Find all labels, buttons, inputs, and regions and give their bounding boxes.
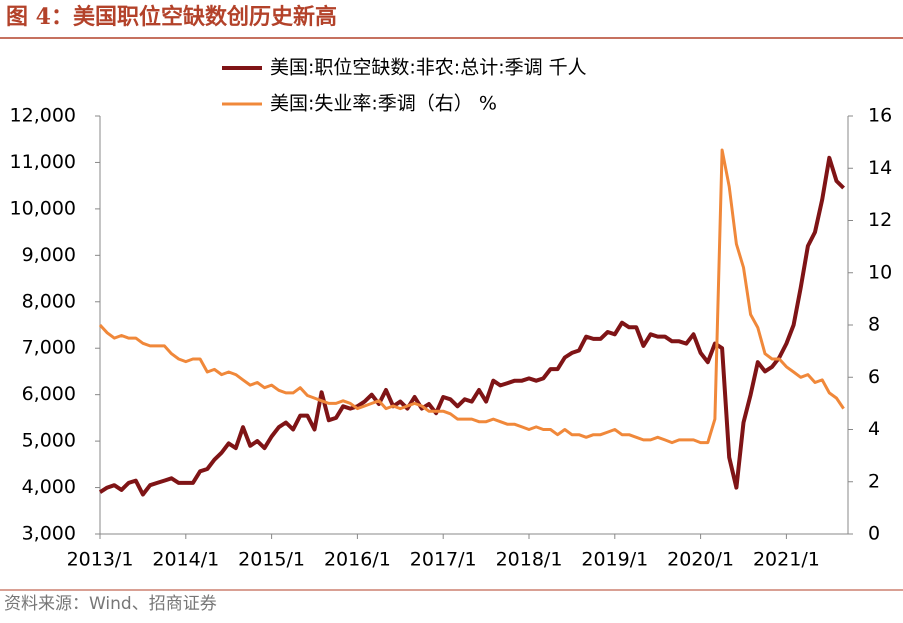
y-tick-label: 3,000 [22, 523, 76, 545]
legend-label: 美国:失业率:季调（右） % [270, 93, 497, 115]
y2-tick-label: 16 [868, 105, 892, 127]
x-tick-label: 2021/1 [753, 549, 820, 571]
x-tick-label: 2018/1 [496, 549, 563, 571]
y-tick-label: 7,000 [22, 337, 76, 359]
x-tick-label: 2016/1 [324, 549, 391, 571]
y2-tick-label: 6 [868, 366, 880, 388]
y2-tick-label: 8 [868, 314, 880, 336]
y2-tick-label: 0 [868, 523, 880, 545]
y-tick-label: 9,000 [22, 244, 76, 266]
source: 资料来源：Wind、招商证券 [4, 594, 217, 614]
y2-tick-label: 12 [868, 209, 892, 231]
y-tick-label: 5,000 [22, 430, 76, 452]
x-tick-label: 2017/1 [410, 549, 477, 571]
x-tick-label: 2014/1 [152, 549, 219, 571]
x-tick-label: 2013/1 [67, 549, 134, 571]
x-tick-label: 2019/1 [581, 549, 648, 571]
y-tick-label: 4,000 [22, 476, 76, 498]
series-line [98, 155, 846, 497]
y-tick-label: 10,000 [10, 197, 76, 219]
y-tick-label: 12,000 [10, 105, 76, 127]
y2-tick-label: 10 [868, 261, 892, 283]
figure-title: 图 4：美国职位空缺数创历史新高 [6, 4, 337, 30]
x-tick-label: 2015/1 [238, 549, 305, 571]
y2-tick-label: 2 [868, 470, 880, 492]
y-tick-label: 8,000 [22, 290, 76, 312]
legend-label: 美国:职位空缺数:非农:总计:季调 千人 [270, 57, 587, 79]
y-tick-label: 6,000 [22, 383, 76, 405]
y-tick-label: 11,000 [10, 151, 76, 173]
y2-tick-label: 4 [868, 418, 880, 440]
x-tick-label: 2020/1 [667, 549, 734, 571]
series-line [98, 148, 845, 445]
y2-tick-label: 14 [868, 157, 892, 179]
